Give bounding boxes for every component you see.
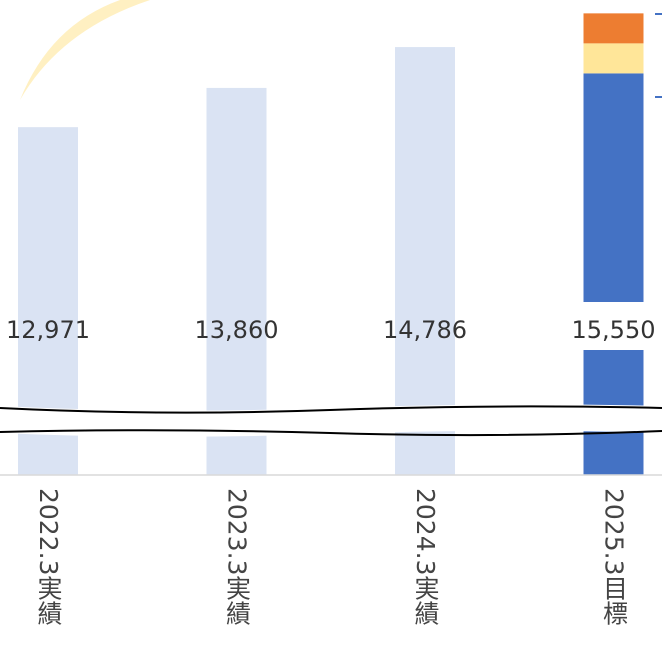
x-tick-label: 2023.3実績	[222, 488, 252, 626]
label-background	[581, 302, 646, 350]
x-tick-label: 2022.3実績	[34, 488, 63, 626]
data-label: 15,550	[572, 316, 656, 344]
axis-break-line	[0, 405, 662, 414]
x-tick-label: 2025.3目標	[599, 488, 629, 626]
data-label: 13,860	[195, 316, 279, 344]
x-tick-label: 2024.3実績	[411, 488, 440, 626]
bar-segment	[395, 47, 455, 475]
data-label: 12,971	[6, 316, 90, 344]
bar-segment	[583, 13, 644, 44]
decoration-arc	[20, 0, 150, 100]
axis-break-line	[0, 429, 662, 437]
bar-segment	[583, 43, 644, 74]
data-label: 14,786	[383, 316, 467, 344]
